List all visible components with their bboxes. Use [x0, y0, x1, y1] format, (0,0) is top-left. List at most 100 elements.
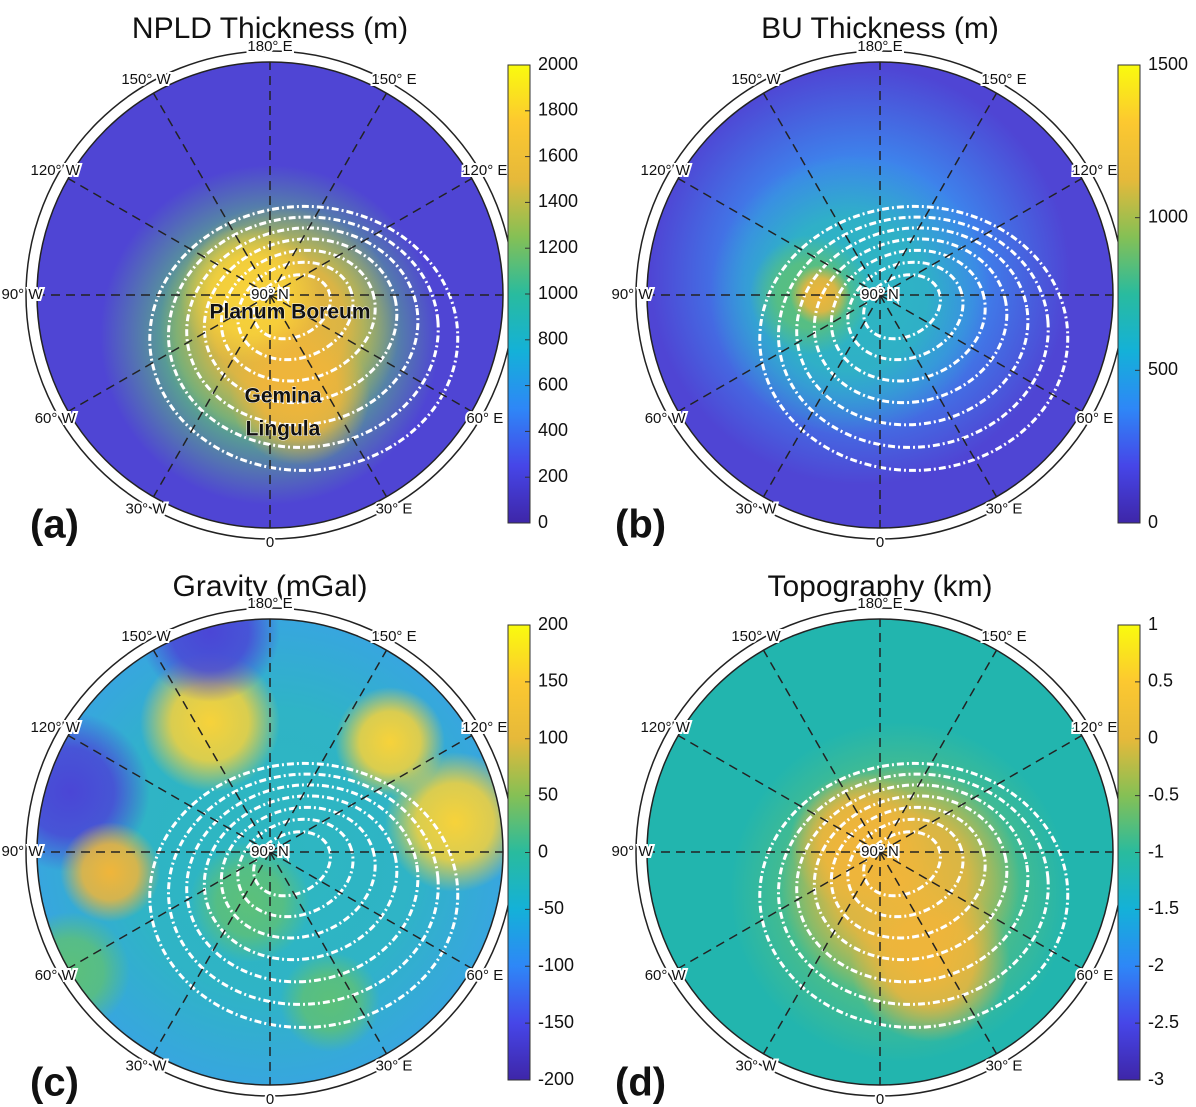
graticule-label: 60° W — [35, 967, 77, 984]
meridian — [879, 177, 1083, 296]
scarp-outline — [812, 794, 1009, 962]
graticule-label: 60° E — [1076, 410, 1113, 427]
map-blob — [280, 952, 380, 1052]
graticule-label: 90° W — [611, 286, 653, 303]
map-blob — [230, 325, 370, 465]
graticule-label: 120° E — [462, 719, 507, 736]
scarp-outline — [185, 226, 420, 427]
graticule-label: 30° W — [735, 1058, 777, 1075]
meridian — [152, 294, 271, 498]
scarp-outline — [167, 772, 440, 1006]
graticule-label: 60° W — [645, 410, 687, 427]
colorbar-tick-label: 0 — [1148, 512, 1158, 532]
graticule-label: 30° E — [986, 501, 1023, 518]
graticule-label: 150° W — [121, 628, 171, 645]
scarp-outline — [777, 772, 1050, 1006]
panel-label: (d) — [615, 1061, 666, 1105]
graticule-label: 150° W — [731, 71, 781, 88]
colorbar-tick-label: -200 — [538, 1069, 574, 1089]
graticule-label: 0 — [266, 1091, 274, 1107]
graticule-label: 150° E — [981, 71, 1026, 88]
meridian — [67, 177, 271, 296]
panel-label: (b) — [615, 503, 666, 547]
meridian — [879, 294, 1083, 413]
colorbar-tick-label: 0 — [1148, 728, 1158, 748]
colorbar-tick-label: 200 — [538, 614, 568, 634]
meridian — [152, 851, 271, 1055]
meridian — [762, 92, 881, 296]
scarp-outline — [185, 783, 420, 984]
colorbar-tick-label: -150 — [538, 1012, 574, 1032]
graticule-label: 120° W — [31, 719, 81, 736]
graticule-label: 180° E — [857, 38, 902, 55]
colorbar-tick-label: 0 — [538, 841, 548, 861]
graticule-label: 30° E — [986, 1058, 1023, 1075]
graticule-label: 60° E — [1076, 967, 1113, 984]
meridian — [152, 92, 271, 296]
panel-label: (a) — [30, 503, 79, 547]
colorbar-tick-label: 1600 — [538, 145, 578, 165]
colorbar-tick-label: 0 — [538, 512, 548, 532]
meridian — [677, 294, 881, 413]
meridian — [677, 177, 881, 296]
panel-title: Gravity (mGal) — [173, 570, 368, 603]
graticule-label: 120° E — [1072, 719, 1117, 736]
colorbar-tick-label: -50 — [538, 898, 564, 918]
colorbar-tick-label: 1800 — [538, 100, 578, 120]
meridian — [879, 851, 998, 1055]
meridian — [269, 294, 388, 498]
map-field — [37, 619, 503, 1085]
meridian — [269, 851, 473, 970]
graticule-label: 90° W — [1, 286, 43, 303]
graticule-label: 150° W — [731, 628, 781, 645]
graticule-label: 60° E — [466, 410, 503, 427]
graticule-label: 30° E — [376, 1058, 413, 1075]
colorbar-tick-label: 50 — [538, 784, 558, 804]
meridian — [879, 851, 1083, 970]
meridian — [269, 649, 388, 853]
colorbar-tick-label: 600 — [538, 374, 568, 394]
panel: BU Thickness (m)030° E60° E90120° E150° … — [609, 12, 1188, 553]
map-blob — [385, 752, 503, 892]
meridian — [67, 294, 271, 413]
graticule-label: 30° W — [125, 501, 167, 518]
scarp-outline — [148, 761, 460, 1029]
pole-label: 90° N — [251, 843, 289, 860]
graticule-label: 90° W — [611, 843, 653, 860]
graticule-label: 120° E — [1072, 162, 1117, 179]
pole-label: 90° N — [861, 286, 899, 303]
annotation: Gemina — [244, 385, 321, 408]
scarp-outline — [236, 260, 355, 362]
graticule-label: 150° E — [371, 628, 416, 645]
meridian — [879, 734, 1083, 853]
pole-label: 90° N — [251, 286, 289, 303]
colorbar-tick-label: 200 — [538, 466, 568, 486]
meridian — [67, 734, 271, 853]
scarp-outline — [795, 783, 1030, 984]
graticule-label: 150° E — [371, 71, 416, 88]
colorbar-tick-label: 1000 — [1148, 206, 1188, 226]
panel-title: BU Thickness (m) — [761, 12, 999, 45]
colorbar-tick-label: 2000 — [538, 54, 578, 74]
graticule-label: 180° E — [247, 595, 292, 612]
meridian — [879, 294, 998, 498]
meridian — [879, 649, 998, 853]
scarp-outline — [777, 215, 1050, 449]
colorbar-tick-label: -2 — [1148, 955, 1164, 975]
colorbar-tick-label: -1 — [1148, 841, 1164, 861]
scarp-outline — [236, 817, 355, 919]
panel-title: NPLD Thickness (m) — [132, 12, 408, 45]
graticule-label: 30° W — [735, 501, 777, 518]
graticule-label: 150° W — [121, 71, 171, 88]
scarp-outline — [148, 204, 460, 472]
graticule-label: 180° E — [857, 595, 902, 612]
colorbar-tick-label: 1200 — [538, 237, 578, 257]
meridian — [67, 851, 271, 970]
graticule-label: 30° W — [125, 1058, 167, 1075]
colorbar — [1117, 64, 1141, 524]
colorbar-tick-label: 1 — [1148, 614, 1158, 634]
colorbar-tick-label: 150 — [538, 671, 568, 691]
colorbar-tick-label: 1500 — [1148, 54, 1188, 74]
scarp-outline — [167, 215, 440, 449]
